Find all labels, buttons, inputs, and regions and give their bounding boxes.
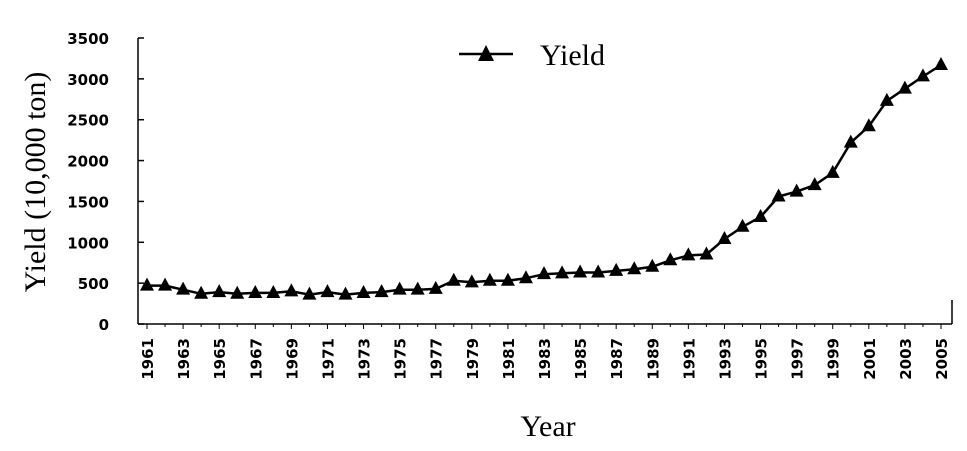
- data-point-marker: [771, 188, 786, 202]
- legend-label: Yield: [540, 39, 605, 72]
- data-point-marker: [645, 258, 660, 272]
- data-point-marker: [591, 264, 606, 278]
- x-tick-label: 2001: [861, 338, 879, 380]
- data-point-marker: [789, 183, 804, 197]
- data-point-marker: [266, 284, 281, 298]
- x-tick-label: 1995: [753, 338, 771, 380]
- x-tick-label: 1987: [608, 338, 626, 380]
- data-point-marker: [609, 262, 624, 276]
- x-tick-label: 2005: [933, 338, 951, 380]
- data-point-marker: [176, 281, 191, 295]
- data-point-marker: [897, 80, 912, 94]
- y-tick-label: 3000: [67, 71, 109, 89]
- data-point-marker: [518, 270, 533, 284]
- data-point-marker: [320, 284, 335, 298]
- data-point-marker: [573, 264, 588, 278]
- y-tick-label: 3500: [67, 30, 109, 48]
- x-tick-label: 1967: [247, 338, 265, 380]
- y-tick-label: 2000: [67, 153, 109, 171]
- data-point-marker: [428, 280, 443, 294]
- data-point-marker: [735, 218, 750, 232]
- data-point-marker: [158, 277, 173, 291]
- x-tick-label: 1989: [644, 338, 662, 380]
- data-point-marker: [555, 265, 570, 279]
- y-axis-title: Yield (10,000 ton): [19, 72, 52, 293]
- data-point-marker: [807, 177, 822, 191]
- x-ticks: 1961 1963 1965 1967 1969 1971 1973 1975 1977 1979…: [139, 324, 951, 380]
- data-point-marker: [753, 208, 768, 222]
- x-axis-title: Year: [520, 410, 575, 443]
- data-point-marker: [843, 134, 858, 148]
- data-point-marker: [464, 274, 479, 288]
- data-point-marker: [537, 266, 551, 280]
- x-tick-label: 1993: [716, 338, 734, 380]
- data-point-marker: [230, 285, 245, 299]
- data-point-marker: [140, 277, 154, 291]
- data-point-marker: [482, 272, 497, 286]
- data-point-marker: [338, 286, 353, 300]
- legend-triangle-marker: [478, 45, 494, 61]
- data-point-marker: [915, 68, 930, 82]
- x-tick-label: 1971: [319, 338, 337, 380]
- data-point-marker: [212, 284, 227, 298]
- data-point-marker: [410, 281, 425, 295]
- x-tick-label: 1985: [572, 338, 590, 380]
- x-tick-label: 1991: [680, 338, 698, 380]
- y-ticks: 0 500 1000 1500 2000 2500 3000 3500: [67, 30, 144, 334]
- data-point-marker: [861, 118, 876, 132]
- x-tick-label: 1977: [428, 338, 446, 380]
- data-point-marker: [284, 283, 299, 297]
- data-point-marker: [879, 92, 894, 106]
- data-point-marker: [446, 272, 461, 286]
- x-tick-label: 1983: [536, 338, 554, 380]
- y-tick-label: 2500: [67, 112, 109, 130]
- data-point-marker: [934, 56, 948, 70]
- data-point-marker: [194, 285, 209, 299]
- x-tick-label: 1997: [789, 338, 807, 380]
- axes: [137, 38, 953, 325]
- x-tick-label: 1965: [211, 338, 229, 380]
- legend: Yield: [459, 39, 605, 72]
- data-point-marker: [663, 252, 678, 266]
- x-tick-label: 1961: [139, 338, 157, 380]
- x-tick-label: 1979: [464, 338, 482, 380]
- series-line: [147, 63, 942, 296]
- data-point-marker: [681, 247, 696, 261]
- y-tick-label: 1000: [67, 234, 109, 252]
- data-point-marker: [374, 284, 389, 298]
- y-tick-label: 0: [99, 316, 109, 334]
- x-tick-label: 1981: [500, 338, 518, 380]
- series-layer: [140, 56, 948, 300]
- data-point-marker: [248, 284, 263, 298]
- data-point-marker: [825, 164, 840, 178]
- x-tick-label: 1969: [283, 338, 301, 380]
- x-tick-label: 1975: [392, 338, 410, 380]
- data-point-marker: [302, 286, 317, 300]
- x-tick-label: 1963: [175, 338, 193, 380]
- data-point-marker: [699, 246, 714, 260]
- y-tick-label: 500: [78, 275, 109, 293]
- data-point-marker: [392, 281, 407, 295]
- data-point-marker: [356, 284, 371, 298]
- x-tick-label: 1999: [825, 338, 843, 380]
- y-tick-label: 1500: [67, 193, 109, 211]
- data-point-marker: [500, 272, 515, 286]
- x-tick-label: 2003: [897, 338, 915, 380]
- data-point-marker: [717, 231, 732, 245]
- x-tick-label: 1973: [356, 338, 374, 380]
- data-point-marker: [627, 261, 642, 275]
